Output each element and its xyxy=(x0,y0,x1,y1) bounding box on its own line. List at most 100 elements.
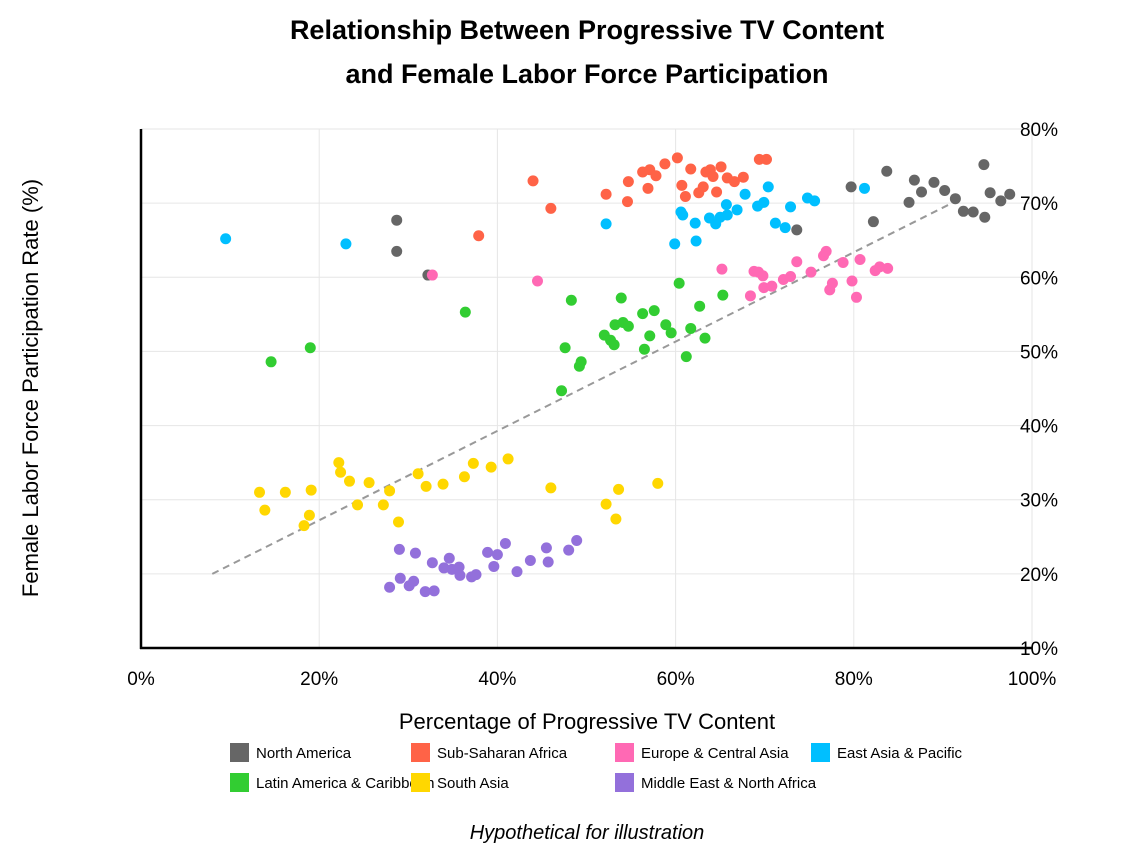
point-latin-america-caribbean xyxy=(622,320,634,332)
grid-lines xyxy=(141,128,1033,648)
legend-swatch xyxy=(411,743,430,762)
point-latin-america-caribbean xyxy=(304,342,316,354)
point-sub-saharan-africa xyxy=(473,230,485,242)
point-middle-east-north-africa xyxy=(393,543,405,555)
point-latin-america-caribbean xyxy=(665,327,677,339)
point-middle-east-north-africa xyxy=(524,555,536,567)
point-europe-central-asia xyxy=(744,290,756,302)
point-europe-central-asia xyxy=(785,271,797,283)
point-middle-east-north-africa xyxy=(491,549,503,561)
y-tick-label: 60% xyxy=(1020,268,1058,289)
point-east-asia-pacific xyxy=(600,218,612,230)
point-north-america xyxy=(928,176,940,188)
point-north-america xyxy=(949,193,961,205)
legend-label: North America xyxy=(256,745,352,762)
point-latin-america-caribbean xyxy=(575,356,587,368)
point-sub-saharan-africa xyxy=(711,186,723,198)
point-south-asia xyxy=(412,468,424,480)
point-europe-central-asia xyxy=(850,291,862,303)
point-north-america xyxy=(867,216,879,228)
point-east-asia-pacific xyxy=(739,188,751,200)
trend-line-group xyxy=(211,202,953,575)
legend-label: East Asia & Pacific xyxy=(837,745,963,762)
point-sub-saharan-africa xyxy=(737,171,749,183)
point-east-asia-pacific xyxy=(220,233,232,245)
point-south-asia xyxy=(392,516,404,528)
point-middle-east-north-africa xyxy=(540,542,552,554)
y-tick-label: 50% xyxy=(1020,342,1058,363)
point-sub-saharan-africa xyxy=(527,175,539,187)
point-europe-central-asia xyxy=(426,269,438,281)
point-sub-saharan-africa xyxy=(685,163,697,175)
point-south-asia xyxy=(613,483,625,495)
point-sub-saharan-africa xyxy=(650,170,662,182)
point-latin-america-caribbean xyxy=(673,277,685,289)
point-north-america xyxy=(916,186,928,198)
point-south-asia xyxy=(298,520,310,532)
point-europe-central-asia xyxy=(791,256,803,268)
point-north-america xyxy=(881,165,893,177)
point-east-asia-pacific xyxy=(779,222,791,234)
point-europe-central-asia xyxy=(837,256,849,268)
point-latin-america-caribbean xyxy=(565,294,577,306)
point-south-asia xyxy=(259,504,271,516)
point-europe-central-asia xyxy=(766,280,778,292)
point-north-america xyxy=(978,159,990,171)
legend-swatch xyxy=(615,743,634,762)
point-sub-saharan-africa xyxy=(760,153,772,165)
point-latin-america-caribbean xyxy=(556,385,568,397)
point-south-asia xyxy=(279,486,291,498)
x-axis-label: Percentage of Progressive TV Content xyxy=(399,709,775,734)
point-latin-america-caribbean xyxy=(638,343,650,355)
point-sub-saharan-africa xyxy=(600,188,612,200)
point-latin-america-caribbean xyxy=(644,330,656,342)
point-middle-east-north-africa xyxy=(470,569,482,581)
point-south-asia xyxy=(502,453,514,465)
point-latin-america-caribbean xyxy=(459,306,471,318)
point-south-asia xyxy=(254,486,266,498)
y-tick-label: 70% xyxy=(1020,194,1058,215)
trend-line xyxy=(211,202,953,575)
point-south-asia xyxy=(420,480,432,492)
point-europe-central-asia xyxy=(531,275,543,287)
point-middle-east-north-africa xyxy=(394,572,406,584)
legend-label: Middle East & North Africa xyxy=(641,775,817,792)
point-east-asia-pacific xyxy=(677,209,689,221)
point-north-america xyxy=(845,181,857,193)
point-east-asia-pacific xyxy=(689,217,701,229)
point-east-asia-pacific xyxy=(340,238,352,250)
point-north-america xyxy=(984,187,996,199)
legend-swatch xyxy=(811,743,830,762)
point-south-asia xyxy=(467,457,479,469)
point-sub-saharan-africa xyxy=(715,161,727,173)
point-south-asia xyxy=(333,457,345,469)
point-sub-saharan-africa xyxy=(659,158,671,170)
point-north-america xyxy=(391,214,403,226)
point-sub-saharan-africa xyxy=(697,181,709,193)
x-tick-labels: 0% 20% 40% 60% 80% 100% xyxy=(127,669,1056,690)
legend-swatch xyxy=(230,743,249,762)
point-south-asia xyxy=(485,461,497,473)
point-latin-america-caribbean xyxy=(699,332,711,344)
point-latin-america-caribbean xyxy=(608,339,620,351)
point-europe-central-asia xyxy=(757,270,769,282)
point-sub-saharan-africa xyxy=(621,196,633,208)
point-sub-saharan-africa xyxy=(676,179,688,191)
point-north-america xyxy=(791,224,803,236)
data-points xyxy=(220,152,1016,598)
point-middle-east-north-africa xyxy=(426,557,438,569)
point-europe-central-asia xyxy=(882,262,894,274)
point-east-asia-pacific xyxy=(785,201,797,213)
point-latin-america-caribbean xyxy=(680,351,692,363)
y-tick-label: 20% xyxy=(1020,565,1058,586)
point-east-asia-pacific xyxy=(731,204,743,216)
x-tick-label: 0% xyxy=(127,669,155,690)
point-middle-east-north-africa xyxy=(488,560,500,572)
point-south-asia xyxy=(352,499,364,511)
point-middle-east-north-africa xyxy=(542,556,554,568)
point-sub-saharan-africa xyxy=(642,182,654,194)
legend-label: Sub-Saharan Africa xyxy=(437,745,568,762)
point-north-america xyxy=(967,206,979,218)
point-middle-east-north-africa xyxy=(511,566,523,578)
